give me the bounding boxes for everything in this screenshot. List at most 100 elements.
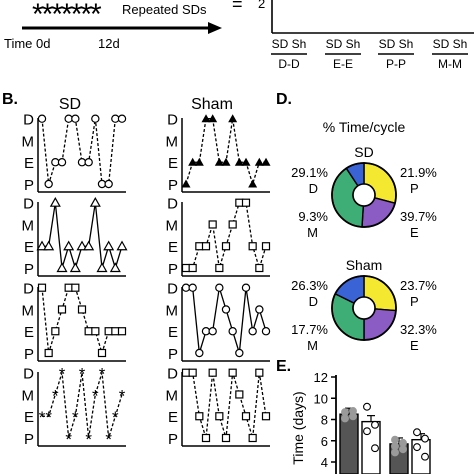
- panel-a-group-bottom-label: D-D: [278, 57, 300, 71]
- panel-b-marker-triangle: [96, 262, 108, 273]
- panel-e-data-point: [363, 427, 371, 436]
- panel-b-marker-square: [84, 327, 93, 336]
- pie-label-p-value: 23.7%: [400, 278, 437, 293]
- panel-b-y-label: D: [23, 196, 34, 213]
- panel-b-marker-filled-triangle: [254, 157, 264, 166]
- pie-hole: [352, 183, 376, 207]
- panel-b-series-line: [41, 118, 122, 185]
- panel-b-y-label: D: [167, 366, 178, 383]
- panel-b-marker-triangle: [49, 196, 61, 207]
- panel-b-marker-square: [248, 433, 257, 443]
- panel-e-data-point: [349, 407, 357, 415]
- panel-b-marker-square: [255, 263, 264, 273]
- panel-b-marker-triangle: [89, 196, 101, 207]
- pie-chart: Sham 26.3%D 23.7%P 17.7%M 32.3%E: [291, 257, 437, 353]
- panel-e-data-point: [399, 445, 407, 454]
- panel-b-letter: B.: [2, 91, 18, 108]
- panel-b-marker-triangle: [36, 240, 48, 251]
- panel-b-marker-square: [235, 198, 244, 207]
- panel-b-marker-circle: [37, 114, 47, 123]
- panel-b-marker-square: [77, 305, 87, 314]
- panel-e-y-tick-label: 4: [321, 455, 328, 470]
- pie-outline: [331, 162, 397, 228]
- panel-e-data-point: [371, 420, 379, 429]
- panel-b-marker-triangle: [43, 240, 55, 251]
- panel-b-marker-triangle: [69, 262, 81, 273]
- timeline-stars: *******: [32, 0, 102, 31]
- panel-b-marker-star: *: [92, 386, 99, 405]
- panel-b-marker-filled-triangle: [228, 114, 238, 123]
- panel-b-marker-star: *: [65, 430, 72, 449]
- timeline-start-label: Time 0d: [4, 36, 50, 51]
- panel-b-y-label: M: [166, 217, 179, 234]
- panel-b-marker-square: [208, 368, 217, 377]
- panel-e-bar: [339, 413, 359, 474]
- panel-b-marker-filled-triangle: [234, 157, 244, 166]
- timeline-equals: =: [232, 0, 243, 14]
- panel-b-marker-circle: [91, 114, 100, 123]
- panel-b-marker-square: [221, 433, 231, 443]
- panel-b-marker-circle: [71, 114, 80, 123]
- panel-a-group-top-label: SD Sh: [326, 37, 361, 51]
- panel-a-group-top-label: SD Sh: [379, 37, 414, 51]
- panel-b-marker-square: [235, 390, 244, 399]
- pie-chart: SD 29.1%D 21.9%P 9.3%M 39.7%E: [291, 144, 437, 240]
- panel-b-y-label: M: [22, 133, 35, 150]
- panel-b-marker-circle: [235, 348, 244, 358]
- panel-b-y-label: D: [23, 281, 34, 298]
- panel-b-marker-circle: [215, 283, 224, 292]
- panel-b-marker-filled-triangle: [221, 157, 231, 166]
- timeline-arrow-head: [208, 22, 222, 34]
- panel-b-marker-star: *: [52, 386, 59, 405]
- panel-b-marker-circle: [221, 305, 231, 314]
- panel-b-marker-circle: [208, 327, 217, 336]
- panel-b-marker-star: *: [112, 408, 119, 427]
- panel-b-marker-circle: [188, 283, 197, 292]
- panel-b-y-label: E: [168, 324, 178, 341]
- panel-b-series-line: [186, 372, 267, 439]
- panel-b-marker-circle: [44, 179, 53, 189]
- panel-b-y-label: M: [22, 302, 35, 319]
- panel-d-pies: SD29.1%D21.9%P9.3%M39.7%ESham26.3%D23.7%…: [291, 144, 437, 353]
- pie-label-m: M: [307, 225, 318, 240]
- pie-label-e: E: [410, 338, 419, 353]
- panel-b-marker-circle: [195, 348, 204, 358]
- panel-b-marker-square: [71, 283, 80, 292]
- panel-b-marker-square: [44, 348, 53, 358]
- timeline-arrow-label: Repeated SDs: [122, 2, 207, 17]
- panel-b-marker-circle: [104, 179, 113, 189]
- panel-b-series-line: [186, 202, 267, 271]
- panel-a-group-bottom-label: M-M: [438, 57, 462, 71]
- panel-e-chart: 12 10 8 6 4: [314, 370, 431, 474]
- panel-b-col-title-sham: Sham: [191, 96, 233, 113]
- pie-label-d-value: 29.1%: [291, 165, 328, 180]
- panel-b-y-label: M: [166, 302, 179, 319]
- panel-b-marker-square: [97, 348, 107, 358]
- panel-b-marker-filled-triangle: [208, 114, 218, 123]
- panel-b-marker-triangle: [109, 262, 121, 273]
- panel-b-marker-square: [181, 263, 191, 273]
- panel-b-y-label: D: [167, 112, 178, 129]
- panel-b-marker-star: *: [72, 408, 79, 427]
- panel-e-data-point: [391, 442, 399, 451]
- panel-b-marker-square: [104, 327, 113, 336]
- pie-label-e-value: 39.7%: [400, 209, 437, 224]
- panel-b-marker-filled-triangle: [194, 157, 204, 166]
- panel-b-marker-circle: [248, 327, 257, 336]
- panel-b-marker-filled-triangle: [201, 114, 211, 123]
- panel-b-marker-triangle: [63, 240, 75, 251]
- pie-label-d: D: [309, 181, 318, 196]
- panel-e-data-point: [341, 408, 349, 417]
- panel-b-y-label: E: [24, 155, 34, 172]
- panel-b-marker-square: [117, 327, 127, 336]
- panel-b-marker-square: [255, 368, 264, 377]
- pie-label-d: D: [309, 294, 318, 309]
- panel-b-y-label: E: [168, 239, 178, 256]
- panel-e-data-point: [413, 443, 421, 452]
- panel-e-y-tick-label: 8: [321, 413, 328, 428]
- panel-b-y-label: M: [22, 387, 35, 404]
- panel-b-marker-star: *: [105, 430, 112, 449]
